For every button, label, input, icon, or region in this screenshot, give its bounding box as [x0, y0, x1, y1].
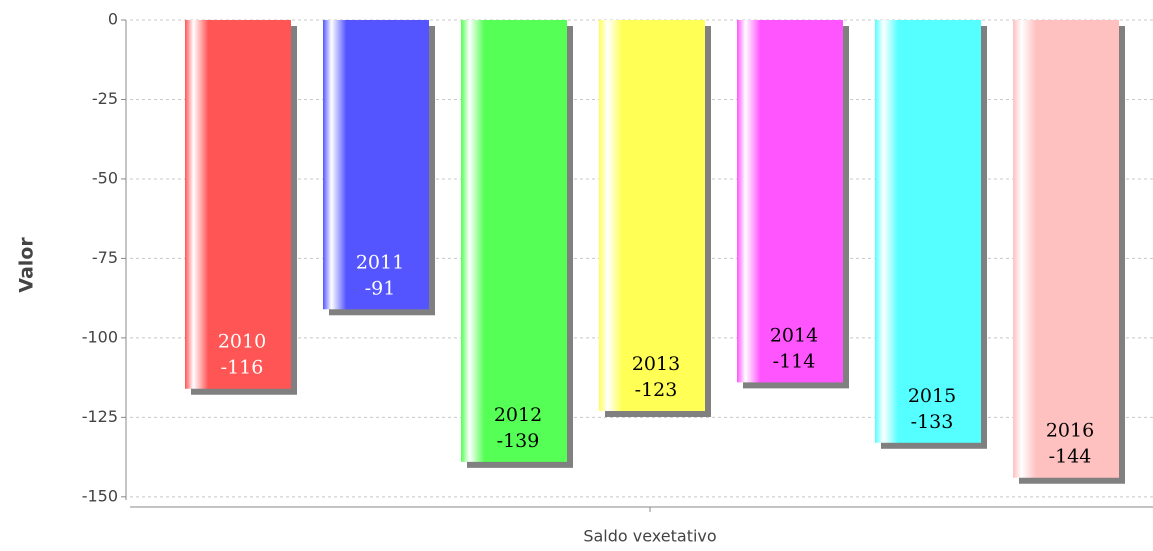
bar-label-name: 2010: [218, 331, 266, 353]
bar-label-name: 2013: [632, 353, 680, 375]
bar-label-value: -123: [635, 379, 678, 401]
y-tick-label: -100: [82, 327, 118, 346]
bar-label-name: 2014: [770, 324, 818, 346]
bar: [461, 20, 567, 462]
bar-label-value: -133: [911, 411, 954, 433]
y-axis-label: Valor: [16, 237, 38, 293]
y-tick-label: -150: [82, 486, 118, 505]
bar-label-value: -139: [497, 430, 540, 452]
y-tick-label: -75: [92, 248, 118, 267]
bar-label-name: 2011: [356, 251, 404, 273]
bar: [737, 20, 843, 383]
bar-label-name: 2012: [494, 404, 542, 426]
x-tick-label: Saldo vexetativo: [583, 527, 716, 546]
y-tick-label: -25: [92, 89, 118, 108]
bar: [875, 20, 981, 443]
bar-label-name: 2016: [1046, 420, 1094, 442]
bar: [599, 20, 705, 411]
y-tick-label: 0: [108, 10, 118, 29]
bar-label-value: -144: [1049, 446, 1092, 468]
bar-label-value: -114: [773, 350, 816, 372]
bar: [185, 20, 291, 389]
bar-label-name: 2015: [908, 385, 956, 407]
bar: [323, 20, 429, 310]
y-tick-label: -50: [92, 168, 118, 187]
bar-label-value: -116: [221, 357, 264, 379]
bar-label-value: -91: [365, 277, 396, 299]
y-tick-label: -125: [82, 407, 118, 426]
bar: [1013, 20, 1119, 478]
